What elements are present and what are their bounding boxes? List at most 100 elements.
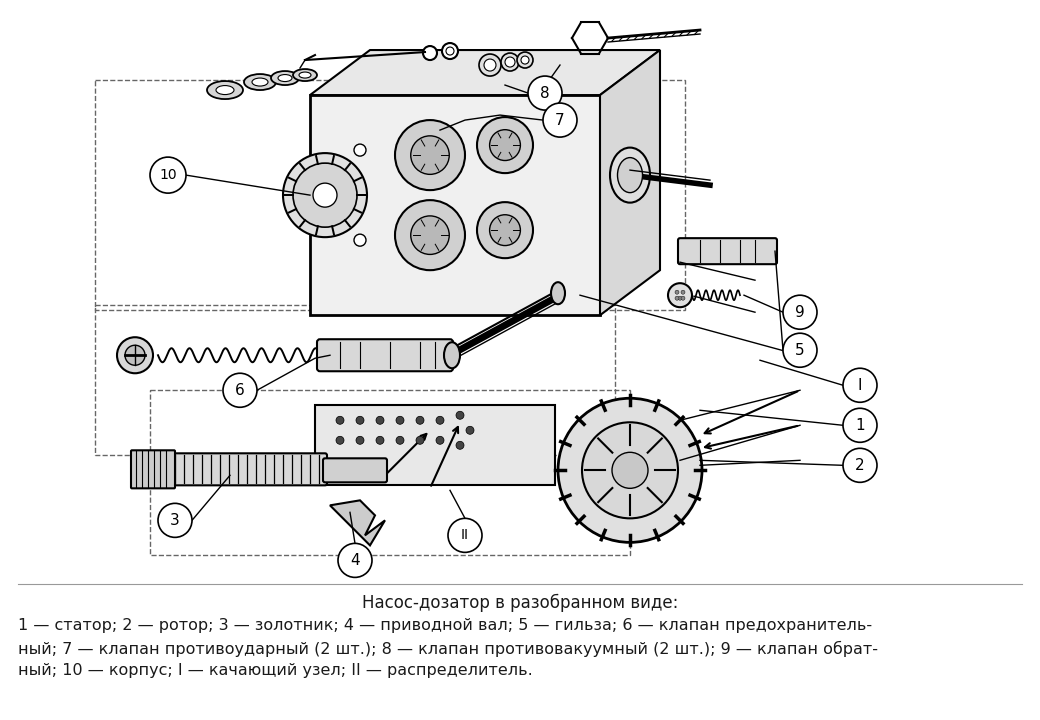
FancyBboxPatch shape [317, 339, 453, 372]
Circle shape [681, 296, 685, 300]
Text: 10: 10 [159, 168, 177, 182]
Circle shape [411, 216, 449, 254]
Bar [315, 405, 555, 485]
Circle shape [521, 56, 529, 64]
Circle shape [558, 398, 702, 542]
Text: 1 — статор; 2 — ротор; 3 — золотник; 4 — приводной вал; 5 — гильза; 6 — клапан п: 1 — статор; 2 — ротор; 3 — золотник; 4 —… [18, 618, 873, 633]
Circle shape [490, 215, 520, 246]
Ellipse shape [278, 75, 292, 81]
Circle shape [436, 416, 444, 424]
Text: 9: 9 [796, 305, 805, 320]
Ellipse shape [207, 81, 243, 99]
Text: 4: 4 [350, 553, 360, 568]
FancyBboxPatch shape [131, 450, 175, 488]
Polygon shape [330, 500, 385, 545]
Circle shape [396, 416, 404, 424]
Circle shape [416, 416, 424, 424]
Circle shape [396, 436, 404, 444]
Circle shape [376, 416, 384, 424]
Circle shape [490, 130, 520, 161]
Circle shape [223, 373, 257, 408]
Circle shape [484, 59, 496, 71]
Polygon shape [310, 50, 660, 95]
Text: ный; 7 — клапан противоударный (2 шт.); 8 — клапан противовакуумный (2 шт.); 9 —: ный; 7 — клапан противоударный (2 шт.); … [18, 641, 878, 657]
Text: 7: 7 [555, 112, 565, 127]
Text: II: II [461, 528, 469, 542]
Circle shape [783, 333, 817, 367]
Text: ный; 10 — корпус; I — качающий узел; II — распределитель.: ный; 10 — корпус; I — качающий узел; II … [18, 663, 532, 678]
Ellipse shape [610, 148, 650, 202]
Bar [95, 305, 615, 455]
Circle shape [479, 54, 501, 76]
Circle shape [448, 518, 482, 552]
Circle shape [843, 408, 877, 442]
Circle shape [293, 163, 357, 227]
Circle shape [336, 436, 344, 444]
Circle shape [783, 295, 817, 329]
Circle shape [681, 290, 685, 294]
FancyBboxPatch shape [323, 459, 387, 482]
Circle shape [477, 117, 534, 173]
Circle shape [376, 436, 384, 444]
Text: 1: 1 [855, 418, 865, 433]
Circle shape [116, 337, 153, 373]
Circle shape [678, 296, 682, 300]
Circle shape [582, 423, 678, 518]
Ellipse shape [618, 158, 643, 193]
Circle shape [283, 153, 367, 237]
Bar [310, 95, 600, 315]
Circle shape [456, 441, 464, 449]
Circle shape [416, 436, 424, 444]
Ellipse shape [216, 86, 234, 94]
Circle shape [354, 234, 366, 246]
Text: 8: 8 [540, 86, 550, 101]
Circle shape [675, 296, 679, 300]
Text: I: I [858, 378, 862, 393]
Text: 3: 3 [171, 513, 180, 528]
Ellipse shape [551, 282, 565, 305]
Circle shape [336, 416, 344, 424]
Bar [95, 80, 685, 310]
Ellipse shape [252, 78, 268, 86]
Polygon shape [600, 50, 660, 315]
Circle shape [501, 53, 519, 71]
Circle shape [338, 544, 372, 577]
Circle shape [356, 436, 364, 444]
Circle shape [125, 345, 145, 365]
Circle shape [843, 368, 877, 402]
Text: Насос-дозатор в разобранном виде:: Насос-дозатор в разобранном виде: [362, 594, 678, 612]
Text: 5: 5 [796, 343, 805, 358]
FancyBboxPatch shape [678, 238, 777, 264]
Circle shape [668, 283, 692, 307]
Circle shape [395, 120, 465, 190]
Ellipse shape [293, 69, 317, 81]
Circle shape [436, 436, 444, 444]
Circle shape [446, 47, 454, 55]
Circle shape [313, 183, 337, 207]
Circle shape [517, 52, 534, 68]
Ellipse shape [300, 72, 311, 78]
Circle shape [543, 103, 577, 137]
Circle shape [505, 57, 515, 67]
Circle shape [843, 449, 877, 482]
Circle shape [675, 290, 679, 294]
Ellipse shape [444, 342, 460, 368]
Bar [150, 390, 630, 555]
Circle shape [411, 136, 449, 174]
Circle shape [356, 416, 364, 424]
Circle shape [456, 411, 464, 419]
Text: 6: 6 [235, 383, 244, 397]
Circle shape [395, 200, 465, 270]
Circle shape [477, 202, 534, 258]
Ellipse shape [244, 74, 276, 90]
Circle shape [528, 76, 562, 110]
Circle shape [442, 43, 458, 59]
Text: 2: 2 [855, 458, 865, 473]
Circle shape [150, 157, 186, 193]
Circle shape [354, 144, 366, 156]
Circle shape [423, 46, 437, 60]
Circle shape [158, 503, 192, 537]
Circle shape [466, 426, 474, 434]
Circle shape [612, 452, 648, 488]
Ellipse shape [271, 71, 300, 85]
